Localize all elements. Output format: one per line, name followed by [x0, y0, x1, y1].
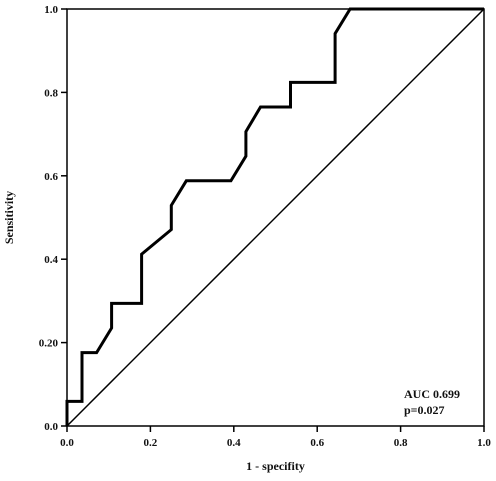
x-tick-label: 1.0	[477, 437, 491, 449]
x-tick-label: 0.2	[144, 437, 158, 449]
x-tick-label: 0.4	[227, 437, 241, 449]
y-tick-label: 0.6	[44, 171, 58, 183]
y-tick-label: 0.20	[39, 338, 59, 350]
plot-frame	[66, 8, 485, 427]
p-value-annotation: p=0.027	[404, 403, 445, 417]
auc-annotation: AUC 0.699	[404, 387, 460, 401]
roc-curve-line	[65, 7, 484, 426]
y-tick-label: 0.8	[44, 87, 58, 99]
x-axis-title: 1 - specifity	[246, 459, 305, 473]
y-axis-title: Sensitivity	[2, 191, 16, 244]
x-tick-label: 0.8	[394, 437, 408, 449]
x-tick-label: 0.6	[310, 437, 324, 449]
y-tick-label: 1.0	[44, 4, 58, 16]
reference-diagonal-line	[66, 8, 485, 427]
y-tick-label: 0.4	[44, 254, 58, 266]
x-axis-ticks: 0.0 0.2 0.4 0.6 0.8 1.0	[60, 426, 491, 449]
y-tick-label: 0.0	[44, 421, 58, 433]
y-axis-ticks: 0.0 0.20 0.4 0.6 0.8 1.0	[39, 4, 67, 433]
x-tick-label: 0.0	[60, 437, 74, 449]
